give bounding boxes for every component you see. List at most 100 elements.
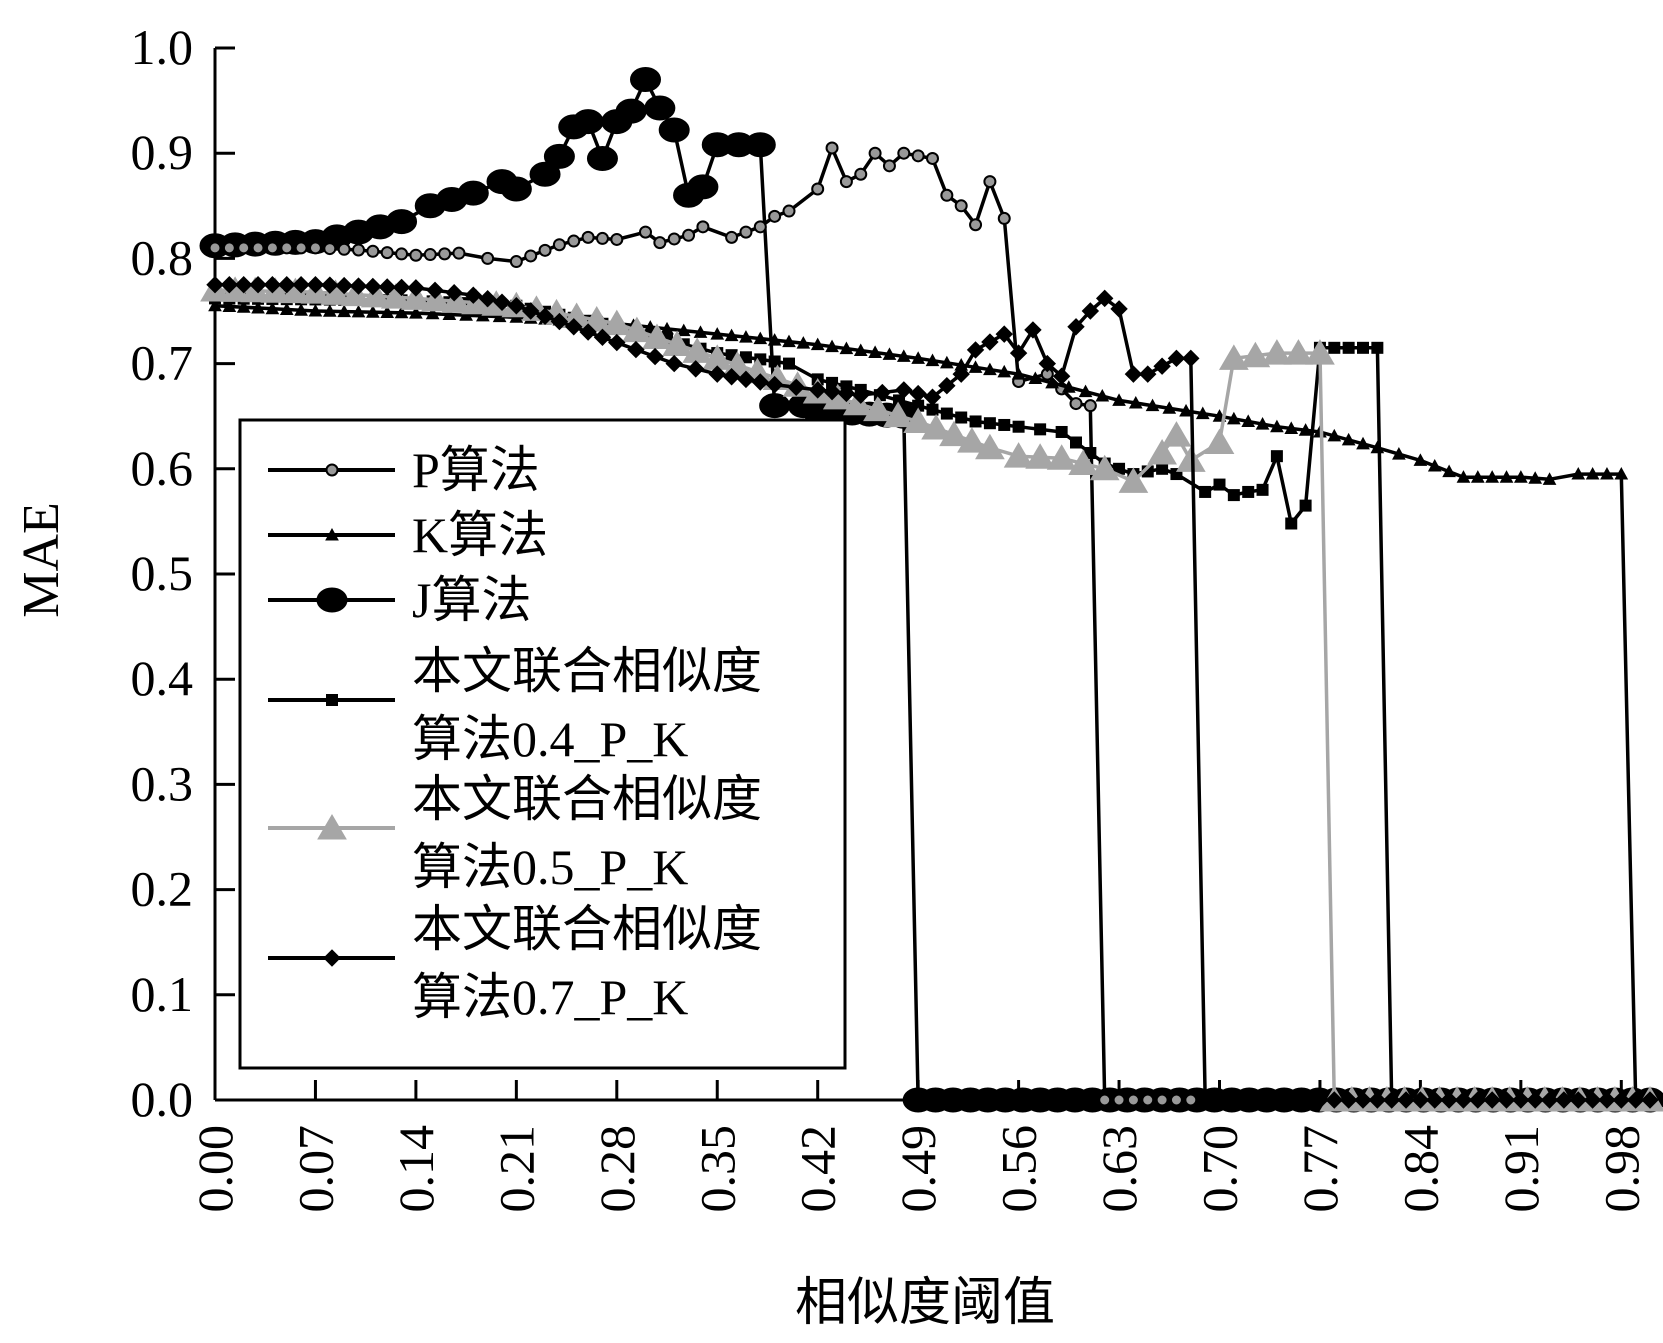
data-point xyxy=(825,339,839,353)
data-point xyxy=(1182,349,1200,368)
data-point xyxy=(1327,428,1342,442)
data-point xyxy=(478,290,497,308)
data-point xyxy=(1469,1091,1487,1109)
data-point xyxy=(1440,1091,1458,1109)
data-point xyxy=(452,246,466,260)
data-point xyxy=(321,276,339,294)
data-point xyxy=(265,241,279,255)
x-tick-label: 0.91 xyxy=(1493,1125,1549,1213)
data-point xyxy=(1052,367,1071,385)
data-point xyxy=(1034,423,1047,436)
data-point xyxy=(1328,341,1341,354)
data-point xyxy=(983,417,996,430)
data-point xyxy=(997,364,1012,378)
data-point xyxy=(708,365,726,383)
data-point xyxy=(863,395,893,422)
data-point xyxy=(222,241,236,255)
data-point xyxy=(926,151,939,165)
data-point xyxy=(352,243,365,257)
data-point xyxy=(1255,417,1270,430)
data-point xyxy=(693,325,708,338)
data-point xyxy=(667,232,681,246)
data-point xyxy=(1583,1091,1602,1109)
data-point xyxy=(1061,380,1076,393)
data-point xyxy=(1095,289,1114,308)
data-point xyxy=(595,231,609,245)
data-point xyxy=(622,316,652,343)
data-point xyxy=(380,246,394,260)
data-point xyxy=(1413,453,1428,466)
data-point xyxy=(442,307,457,321)
data-point xyxy=(1156,462,1169,475)
x-axis-title: 相似度阈值 xyxy=(795,1275,1055,1332)
data-point xyxy=(251,300,265,314)
data-point xyxy=(608,333,626,352)
data-point xyxy=(627,340,645,359)
data-point xyxy=(710,327,725,340)
x-tick-label: 0.98 xyxy=(1593,1125,1649,1213)
legend-label: J算法 xyxy=(412,572,531,628)
data-point xyxy=(394,305,409,319)
x-tick-label: 0.56 xyxy=(991,1125,1047,1213)
data-point xyxy=(1298,423,1313,436)
data-point xyxy=(1514,470,1528,483)
data-point xyxy=(1242,485,1255,498)
data-point xyxy=(552,238,566,252)
data-point xyxy=(1239,1091,1257,1109)
data-point xyxy=(911,351,925,364)
data-point xyxy=(1296,1091,1315,1109)
x-tick-label: 0.07 xyxy=(287,1125,343,1213)
data-point xyxy=(1112,1093,1126,1107)
data-point xyxy=(783,357,795,370)
data-point xyxy=(1067,318,1085,336)
data-point xyxy=(423,248,437,262)
legend-label: 本文联合相似度 xyxy=(412,643,762,699)
data-point xyxy=(1497,1091,1516,1109)
y-tick-label: 1.0 xyxy=(131,19,194,75)
data-point xyxy=(1055,425,1068,438)
data-point xyxy=(753,220,767,234)
legend-label: 算法0.5_P_K xyxy=(412,839,688,895)
data-point xyxy=(507,297,526,315)
data-point xyxy=(896,349,911,362)
data-point xyxy=(360,281,391,308)
y-tick-label: 0.7 xyxy=(131,335,194,391)
data-point xyxy=(395,247,409,261)
data-point xyxy=(796,336,811,349)
data-point xyxy=(630,67,661,93)
data-point xyxy=(1046,444,1077,470)
data-point xyxy=(852,386,870,404)
data-point xyxy=(1614,467,1629,480)
data-point xyxy=(782,334,796,348)
data-point xyxy=(1196,1091,1214,1109)
data-point xyxy=(237,241,251,255)
data-point xyxy=(1227,411,1241,425)
data-point xyxy=(969,415,982,428)
x-tick-label: 0.77 xyxy=(1292,1125,1348,1213)
data-point xyxy=(873,383,891,402)
data-point xyxy=(1012,420,1025,433)
data-point xyxy=(843,389,873,416)
data-point xyxy=(995,325,1013,343)
data-point xyxy=(1170,468,1183,481)
data-point xyxy=(1555,1091,1573,1109)
data-point xyxy=(823,382,841,401)
data-point xyxy=(687,360,705,378)
data-point xyxy=(868,345,882,358)
data-point xyxy=(751,373,770,391)
data-point xyxy=(364,277,382,296)
legend-label: 本文联合相似度 xyxy=(412,901,762,957)
data-point xyxy=(316,587,348,613)
data-point xyxy=(308,241,322,255)
data-point xyxy=(1095,388,1110,402)
data-point xyxy=(897,146,911,160)
data-point xyxy=(325,527,339,541)
data-point xyxy=(481,251,495,265)
data-point xyxy=(1354,1091,1372,1109)
data-point xyxy=(954,199,968,213)
data-point xyxy=(854,167,868,181)
y-tick-label: 0.6 xyxy=(131,440,194,496)
data-point xyxy=(1256,483,1269,496)
data-point xyxy=(263,275,282,294)
data-point xyxy=(1069,397,1083,411)
